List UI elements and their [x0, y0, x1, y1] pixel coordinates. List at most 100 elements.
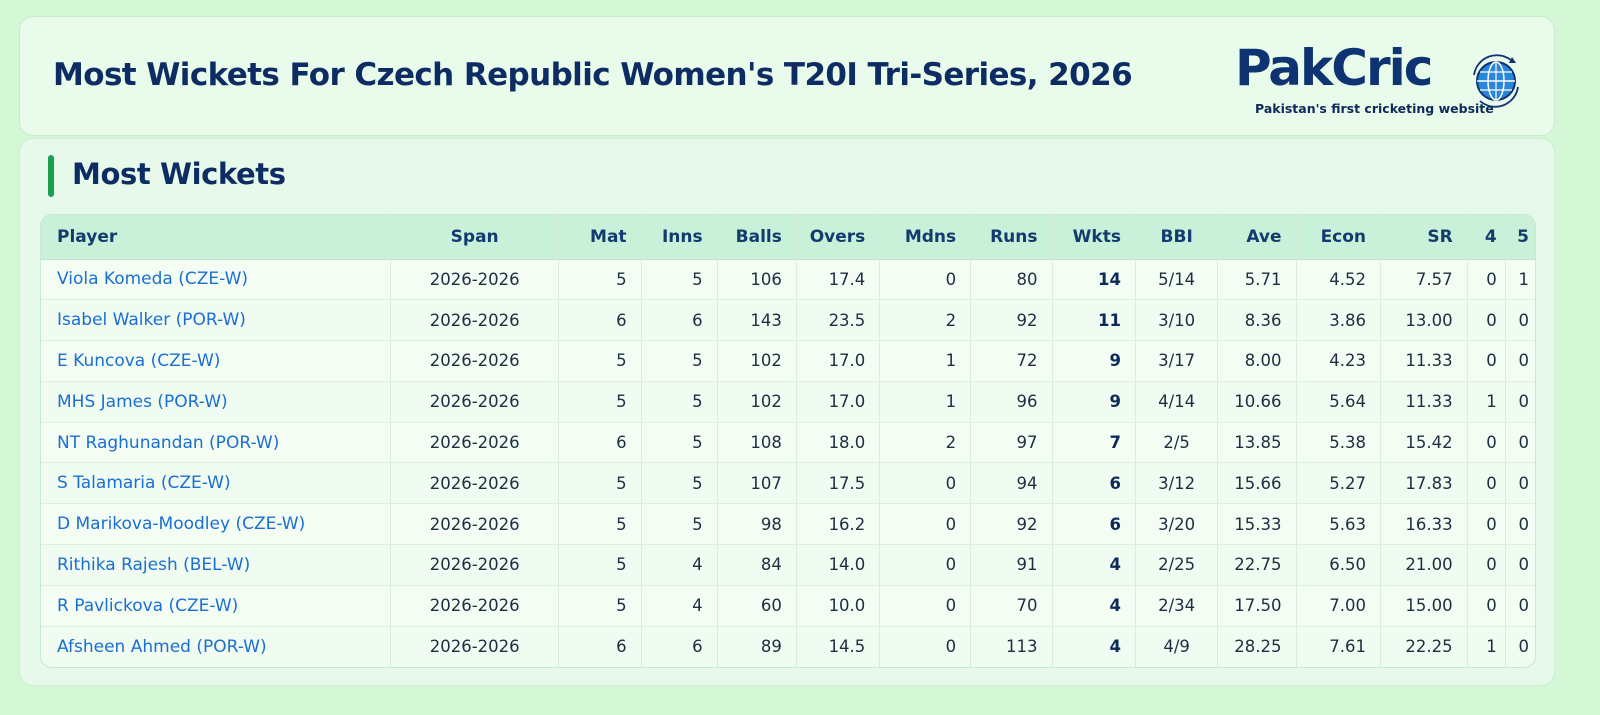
player-name-link[interactable]: Rithika Rajesh (BEL-W) [41, 544, 392, 586]
four-wicket-hauls-cell: 0 [1467, 585, 1506, 627]
wickets-cell: 9 [1052, 381, 1136, 423]
economy-cell: 7.00 [1296, 585, 1382, 627]
player-name-link[interactable]: S Talamaria (CZE-W) [41, 462, 392, 505]
four-wicket-hauls-cell: 0 [1467, 299, 1506, 342]
wickets-cell: 4 [1052, 626, 1136, 667]
maidens-cell: 0 [879, 462, 972, 505]
strike-rate-cell: 16.33 [1380, 503, 1468, 546]
overs-cell: 17.0 [796, 340, 881, 382]
best-bowling-cell: 2/34 [1135, 585, 1219, 627]
player-name-link[interactable]: Viola Komeda (CZE-W) [41, 259, 392, 301]
average-cell: 8.00 [1217, 340, 1297, 382]
balls-cell: 60 [717, 585, 797, 627]
innings-cell: 4 [641, 544, 718, 586]
column-header-player[interactable]: Player [41, 215, 392, 260]
table-row: Isabel Walker (POR-W) 2026-2026 6 6 143 23.5 2… [41, 299, 1535, 342]
average-cell: 15.66 [1217, 462, 1297, 505]
balls-cell: 89 [717, 626, 797, 667]
innings-cell: 4 [641, 585, 718, 627]
innings-cell: 5 [641, 340, 718, 382]
four-wicket-hauls-cell: 0 [1467, 340, 1506, 382]
best-bowling-cell: 2/25 [1135, 544, 1219, 586]
header-card: Most Wickets For Czech Republic Women's … [19, 16, 1555, 136]
span-cell: 2026-2026 [390, 544, 560, 586]
innings-cell: 5 [641, 422, 718, 464]
column-header-wkts[interactable]: Wkts [1052, 215, 1136, 260]
innings-cell: 6 [641, 299, 718, 342]
five-wicket-hauls-cell: 0 [1505, 626, 1535, 667]
economy-cell: 3.86 [1296, 299, 1382, 342]
strike-rate-cell: 22.25 [1380, 626, 1468, 667]
player-name-link[interactable]: R Pavlickova (CZE-W) [41, 585, 392, 627]
matches-cell: 6 [558, 626, 642, 667]
column-header-span[interactable]: Span [390, 215, 560, 260]
wickets-cell: 9 [1052, 340, 1136, 382]
maidens-cell: 0 [879, 503, 972, 546]
player-name-link[interactable]: D Marikova-Moodley (CZE-W) [41, 503, 392, 546]
wickets-cell: 11 [1052, 299, 1136, 342]
matches-cell: 5 [558, 503, 642, 546]
column-header-runs[interactable]: Runs [970, 215, 1053, 260]
four-wicket-hauls-cell: 0 [1467, 462, 1506, 505]
innings-cell: 5 [641, 259, 718, 301]
strike-rate-cell: 11.33 [1380, 381, 1468, 423]
economy-cell: 4.52 [1296, 259, 1382, 301]
column-header-mat[interactable]: Mat [558, 215, 642, 260]
best-bowling-cell: 3/12 [1135, 462, 1219, 505]
best-bowling-cell: 4/14 [1135, 381, 1219, 423]
strike-rate-cell: 17.83 [1380, 462, 1468, 505]
player-name-link[interactable]: MHS James (POR-W) [41, 381, 392, 423]
best-bowling-cell: 3/10 [1135, 299, 1219, 342]
runs-cell: 72 [970, 340, 1053, 382]
pakcric-logo[interactable]: PakCric Pakistan's first cricketing webs… [1235, 39, 1535, 129]
matches-cell: 5 [558, 381, 642, 423]
table-row: MHS James (POR-W) 2026-2026 5 5 102 17.0 1 96 9 4… [41, 381, 1535, 423]
maidens-cell: 0 [879, 544, 972, 586]
wickets-cell: 6 [1052, 462, 1136, 505]
five-wicket-hauls-cell: 0 [1505, 422, 1535, 464]
table-row: E Kuncova (CZE-W) 2026-2026 5 5 102 17.0 1 72 9 3… [41, 340, 1535, 382]
section-title: Most Wickets [72, 157, 286, 191]
matches-cell: 5 [558, 544, 642, 586]
column-header-ave[interactable]: Ave [1217, 215, 1297, 260]
economy-cell: 5.38 [1296, 422, 1382, 464]
runs-cell: 92 [970, 503, 1053, 546]
column-header-mdns[interactable]: Mdns [879, 215, 972, 260]
table-row: Afsheen Ahmed (POR-W) 2026-2026 6 6 89 14.5 0 1… [41, 626, 1535, 667]
runs-cell: 92 [970, 299, 1053, 342]
five-wicket-hauls-cell: 0 [1505, 585, 1535, 627]
table-row: Viola Komeda (CZE-W) 2026-2026 5 5 106 17.4 0 8… [41, 259, 1535, 301]
overs-cell: 18.0 [796, 422, 881, 464]
player-name-link[interactable]: Isabel Walker (POR-W) [41, 299, 392, 342]
five-wicket-hauls-cell: 0 [1505, 462, 1535, 505]
balls-cell: 108 [717, 422, 797, 464]
column-header-balls[interactable]: Balls [717, 215, 797, 260]
player-name-link[interactable]: NT Raghunandan (POR-W) [41, 422, 392, 464]
runs-cell: 91 [970, 544, 1053, 586]
column-header-econ[interactable]: Econ [1296, 215, 1382, 260]
wickets-cell: 14 [1052, 259, 1136, 301]
innings-cell: 5 [641, 381, 718, 423]
player-name-link[interactable]: Afsheen Ahmed (POR-W) [41, 626, 392, 667]
innings-cell: 5 [641, 462, 718, 505]
logo-wordmark: PakCric [1235, 39, 1433, 97]
overs-cell: 23.5 [796, 299, 881, 342]
most-wickets-table: Player Span Mat Inns Balls Overs Mdns Ru… [41, 215, 1535, 667]
span-cell: 2026-2026 [390, 585, 560, 627]
column-header-bbi[interactable]: BBI [1135, 215, 1219, 260]
column-header-five-wickets[interactable]: 5 [1505, 215, 1535, 260]
best-bowling-cell: 4/9 [1135, 626, 1219, 667]
four-wicket-hauls-cell: 0 [1467, 259, 1506, 301]
overs-cell: 10.0 [796, 585, 881, 627]
strike-rate-cell: 11.33 [1380, 340, 1468, 382]
four-wicket-hauls-cell: 0 [1467, 544, 1506, 586]
span-cell: 2026-2026 [390, 299, 560, 342]
column-header-overs[interactable]: Overs [796, 215, 881, 260]
column-header-four-wickets[interactable]: 4 [1467, 215, 1506, 260]
table-body: Viola Komeda (CZE-W) 2026-2026 5 5 106 17.4 0 8… [41, 259, 1535, 667]
column-header-inns[interactable]: Inns [641, 215, 718, 260]
average-cell: 13.85 [1217, 422, 1297, 464]
player-name-link[interactable]: E Kuncova (CZE-W) [41, 340, 392, 382]
column-header-sr[interactable]: SR [1380, 215, 1468, 260]
strike-rate-cell: 15.00 [1380, 585, 1468, 627]
